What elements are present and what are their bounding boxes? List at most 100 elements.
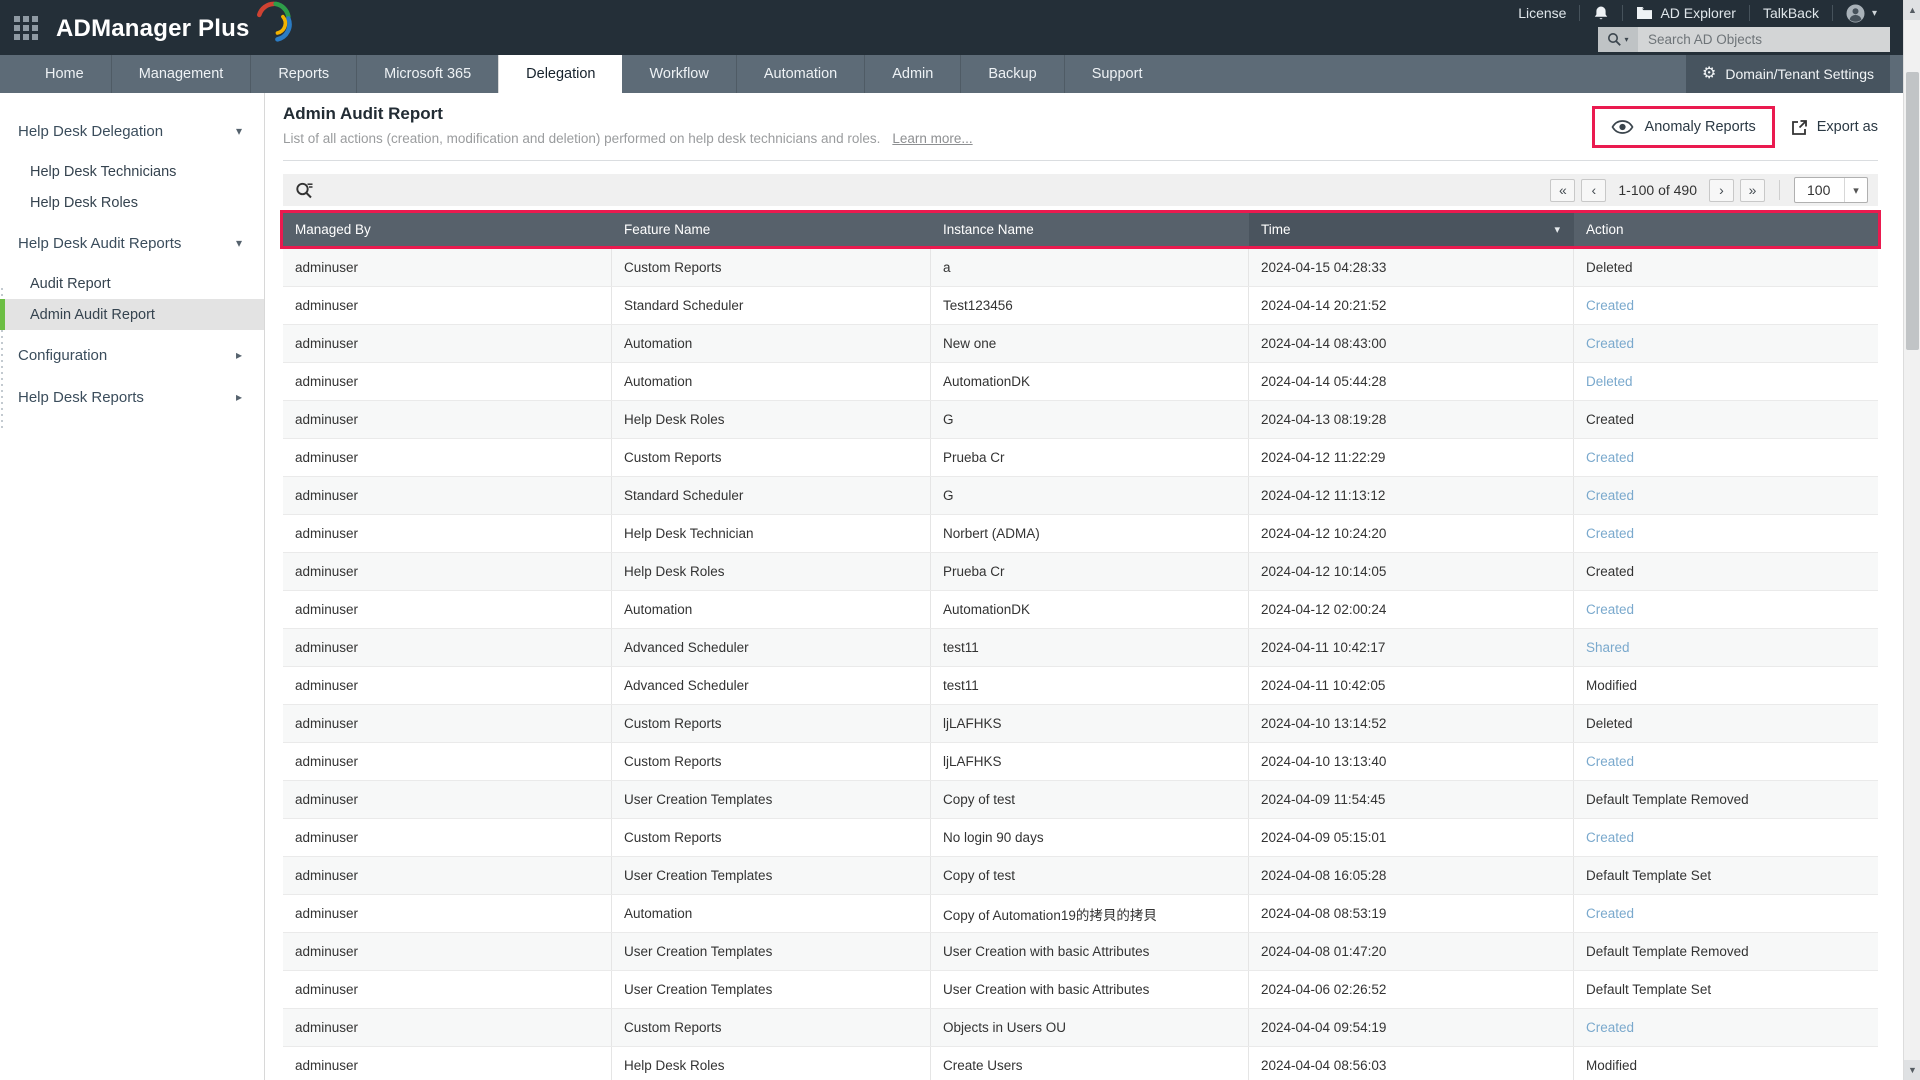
chevron-down-icon: ▾ — [235, 124, 242, 138]
sidebar-item-help-desk-delegation[interactable]: Help Desk Delegation ▾ — [0, 114, 264, 148]
prev-page-button[interactable]: ‹ — [1581, 178, 1607, 202]
learn-more-link[interactable]: Learn more... — [892, 131, 973, 146]
column-header-action[interactable]: Action — [1586, 222, 1624, 237]
nav-tab-home[interactable]: Home — [45, 66, 84, 82]
apps-grid-icon[interactable] — [14, 15, 38, 40]
cell-managed-by: adminuser — [283, 287, 612, 324]
action-link[interactable]: Created — [1586, 526, 1635, 541]
nav-tab-reports[interactable]: Reports — [250, 55, 356, 93]
cell-managed-by: adminuser — [283, 363, 612, 400]
scrollbar-thumb[interactable] — [1906, 72, 1919, 350]
table-row: adminuser Help Desk Technician Norbert (AD… — [283, 515, 1878, 553]
column-header-instance-name[interactable]: Instance Name — [943, 222, 1034, 237]
cell-instance-name: User Creation with basic Attributes — [931, 971, 1249, 1008]
scroll-down-button[interactable]: ▼ — [1904, 1060, 1920, 1080]
sidebar-item-label: Configuration — [18, 346, 108, 364]
table-row: adminuser Custom Reports Prueba Cr 2024-04-… — [283, 439, 1878, 477]
table-row: adminuser Help Desk Roles G 2024-04-13 08:1… — [283, 401, 1878, 439]
scroll-up-button[interactable]: ▲ — [1904, 0, 1920, 20]
cell-instance-name: User Creation with basic Attributes — [931, 933, 1249, 970]
search-scope-button[interactable]: ▾ — [1598, 27, 1638, 52]
cell-managed-by: adminuser — [283, 781, 612, 818]
table-header-row: Managed By Feature Name Instance Name Time ▾… — [283, 213, 1878, 246]
column-header-managed-by[interactable]: Managed By — [295, 222, 371, 237]
next-page-button[interactable]: › — [1709, 178, 1734, 202]
cell-action: Modified — [1586, 1058, 1638, 1073]
cell-action: Created — [1574, 819, 1878, 856]
cell-action: Default Template Set — [1586, 868, 1712, 883]
nav-tab-admin[interactable]: Admin — [864, 55, 960, 93]
notification-bell-icon[interactable] — [1580, 5, 1622, 21]
cell-time: 2024-04-04 08:56:03 — [1249, 1047, 1574, 1080]
license-link[interactable]: License — [1518, 5, 1567, 21]
cell-managed-by: adminuser — [283, 1047, 612, 1080]
anomaly-reports-button[interactable]: Anomaly Reports — [1611, 119, 1756, 135]
action-link[interactable]: Created — [1586, 602, 1635, 617]
column-header-time[interactable]: Time ▾ — [1249, 213, 1574, 246]
pagination: « ‹ 1-100 of 490 › » 100 ▾ — [1550, 177, 1868, 203]
action-link[interactable]: Shared — [1586, 640, 1630, 655]
cell-feature-name: User Creation Templates — [612, 857, 931, 894]
search-ad-objects-input[interactable] — [1638, 27, 1890, 52]
table-row: adminuser User Creation Templates Copy of … — [283, 857, 1878, 895]
action-link[interactable]: Created — [1586, 450, 1635, 465]
sidebar-item-help-desk-technicians[interactable]: Help Desk Technicians — [0, 156, 264, 187]
nav-tab-workflow[interactable]: Workflow — [649, 66, 709, 82]
sidebar-item-help-desk-reports[interactable]: Help Desk Reports ▸ — [0, 380, 264, 414]
nav-tab-delegation[interactable]: Delegation — [498, 55, 623, 93]
nav-tab-automation[interactable]: Automation — [735, 55, 864, 93]
last-page-button[interactable]: » — [1740, 178, 1765, 202]
first-page-button[interactable]: « — [1550, 178, 1576, 202]
table-toolbar: « ‹ 1-100 of 490 › » 100 ▾ — [283, 174, 1878, 206]
cell-time: 2024-04-12 10:24:20 — [1249, 515, 1574, 552]
action-link[interactable]: Deleted — [1586, 374, 1633, 389]
table-search-icon[interactable] — [295, 181, 314, 199]
cell-feature-name: Help Desk Roles — [612, 1047, 931, 1080]
chevron-right-icon: ▸ — [235, 348, 242, 362]
divider — [1748, 5, 1750, 21]
logo-swirl-icon — [252, 0, 292, 46]
cell-managed-by: adminuser — [283, 401, 612, 438]
action-link[interactable]: Created — [1586, 906, 1635, 921]
nav-tab-support[interactable]: Support — [1063, 55, 1170, 93]
nav-tab-backup[interactable]: Backup — [960, 55, 1063, 93]
cell-feature-name: Advanced Scheduler — [612, 629, 931, 666]
action-link[interactable]: Created — [1586, 1020, 1635, 1035]
cell-feature-name: Standard Scheduler — [612, 287, 931, 324]
cell-time: 2024-04-09 11:54:45 — [1249, 781, 1574, 818]
action-link[interactable]: Created — [1586, 754, 1635, 769]
chevron-right-icon: ▸ — [235, 390, 242, 404]
cell-instance-name: Prueba Cr — [931, 553, 1249, 590]
action-link[interactable]: Created — [1586, 298, 1635, 313]
user-account-menu[interactable]: ▾ — [1833, 4, 1890, 22]
cell-action: Created — [1574, 515, 1878, 552]
cell-time: 2024-04-14 05:44:28 — [1249, 363, 1574, 400]
action-link[interactable]: Created — [1586, 336, 1635, 351]
top-header-bar: ADManager Plus License — [0, 0, 1903, 55]
nav-tab-management[interactable]: Management — [110, 55, 251, 93]
cell-action: Created — [1574, 895, 1878, 932]
ad-explorer-link[interactable]: AD Explorer — [1623, 5, 1748, 21]
talkback-link[interactable]: TalkBack — [1762, 5, 1819, 21]
sidebar-item-help-desk-roles[interactable]: Help Desk Roles — [0, 187, 264, 218]
sidebar-resize-handle[interactable] — [1, 288, 3, 428]
sidebar-item-label: Help Desk Reports — [18, 388, 144, 406]
highlight-box-anomaly-reports: Anomaly Reports — [1591, 106, 1775, 148]
caret-down-icon: ▾ — [1871, 7, 1877, 19]
nav-tab-microsoft-365[interactable]: Microsoft 365 — [356, 55, 498, 93]
column-header-feature-name[interactable]: Feature Name — [624, 222, 711, 237]
sidebar-item-admin-audit-report[interactable]: Admin Audit Report — [0, 299, 264, 330]
cell-managed-by: adminuser — [283, 933, 612, 970]
sidebar-item-configuration[interactable]: Configuration ▸ — [0, 338, 264, 372]
page-size-select[interactable]: 100 ▾ — [1794, 177, 1868, 203]
table-row: adminuser Standard Scheduler G 2024-04-12 1… — [283, 477, 1878, 515]
cell-time: 2024-04-08 01:47:20 — [1249, 933, 1574, 970]
action-link[interactable]: Created — [1586, 488, 1635, 503]
domain-tenant-settings-button[interactable]: ⚙ Domain/Tenant Settings — [1686, 55, 1890, 93]
cell-managed-by: adminuser — [283, 477, 612, 514]
action-link[interactable]: Created — [1586, 830, 1635, 845]
sidebar-item-audit-report[interactable]: Audit Report — [0, 268, 264, 299]
sidebar-item-help-desk-audit-reports[interactable]: Help Desk Audit Reports ▾ — [0, 226, 264, 260]
cell-time: 2024-04-13 08:19:28 — [1249, 401, 1574, 438]
export-as-button[interactable]: Export as — [1791, 119, 1878, 136]
